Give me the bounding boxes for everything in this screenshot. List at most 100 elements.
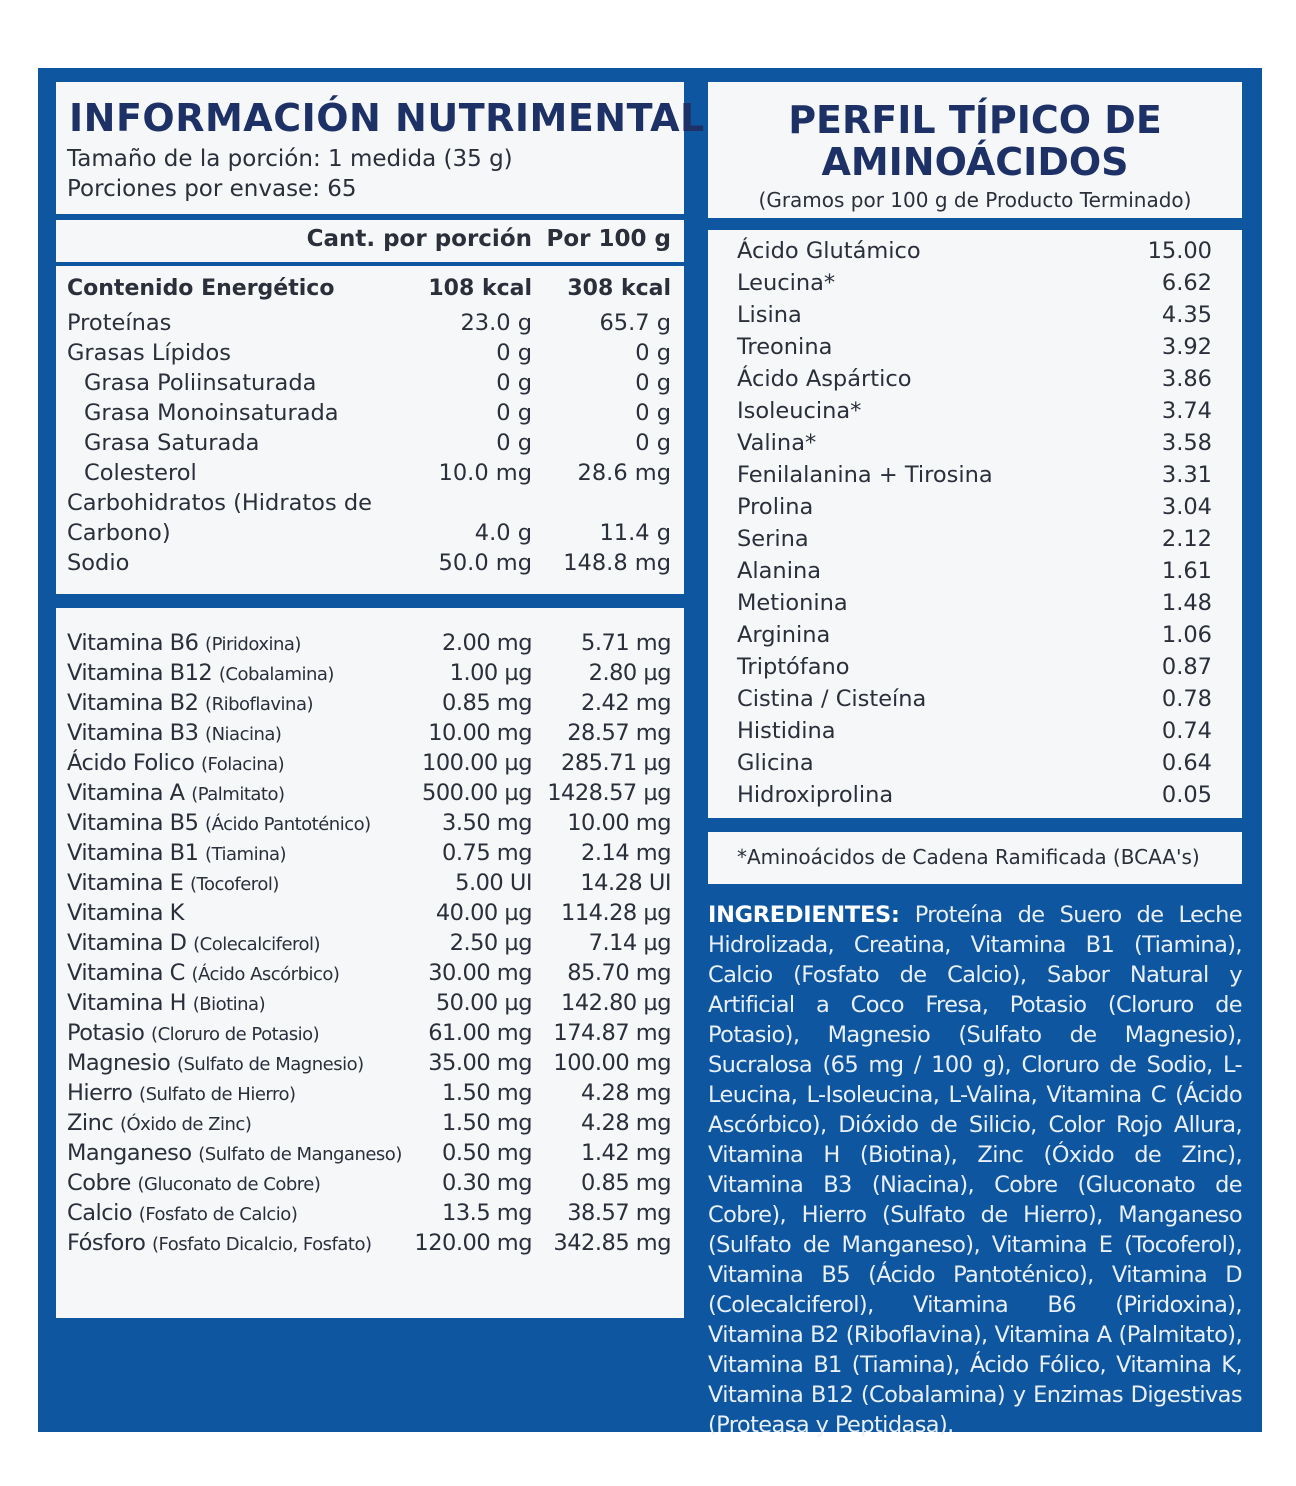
- nutrient-per-serving: 0 g: [496, 430, 532, 456]
- nutrient-row: Carbohidratos (Hidratos de: [56, 490, 684, 520]
- micronutrient-name: Zinc (Óxido de Zinc): [67, 1110, 252, 1136]
- nutrition-header: INFORMACIÓN NUTRIMENTAL Tamaño de la por…: [56, 82, 704, 214]
- micronutrient-per-100g: 342.85 mg: [553, 1230, 671, 1256]
- amino-value: 6.62: [1161, 270, 1212, 296]
- micronutrient-per-100g: 5.71 mg: [581, 630, 671, 656]
- micronutrient-name: Hierro (Sulfato de Hierro): [67, 1080, 296, 1106]
- micronutrient-label: Magnesio: [67, 1050, 171, 1076]
- micronutrient-per-serving: 0.50 mg: [442, 1140, 532, 1166]
- micronutrient-row: Magnesio (Sulfato de Magnesio) 35.00 mg 10…: [56, 1050, 684, 1080]
- amino-name: Leucina*: [737, 270, 836, 296]
- nutrient-name: Proteínas: [67, 310, 172, 336]
- nutrient-name: Grasa Saturada: [84, 430, 260, 456]
- micronutrient-label: Vitamina E: [67, 870, 184, 896]
- micronutrient-name: Vitamina E (Tocoferol): [67, 870, 279, 896]
- amino-row: Serina 2.12: [708, 526, 1242, 556]
- micronutrient-source: (Tiamina): [205, 844, 287, 865]
- amino-value: 0.87: [1161, 654, 1212, 680]
- micronutrient-source: (Óxido de Zinc): [119, 1114, 252, 1135]
- amino-name: Prolina: [737, 494, 814, 520]
- amino-name: Triptófano: [737, 654, 850, 680]
- nutrition-title: INFORMACIÓN NUTRIMENTAL: [69, 96, 705, 140]
- micronutrient-per-serving: 3.50 mg: [442, 810, 532, 836]
- amino-value: 3.04: [1161, 494, 1212, 520]
- micronutrient-label: Calcio: [67, 1200, 133, 1226]
- micronutrient-row: Vitamina E (Tocoferol) 5.00 UI 14.28 UI: [56, 870, 684, 900]
- micronutrient-source: (Biotina): [192, 994, 266, 1015]
- col-per-serving: Cant. por porción: [306, 226, 532, 252]
- nutrient-row: Grasa Monoinsaturada 0 g 0 g: [56, 400, 684, 430]
- micronutrient-per-100g: 4.28 mg: [581, 1110, 671, 1136]
- micronutrient-name: Vitamina B2 (Riboflavina): [67, 690, 313, 716]
- amino-name: Serina: [737, 526, 809, 552]
- micronutrient-name: Vitamina B1 (Tiamina): [67, 840, 287, 866]
- micronutrient-label: Fósforo: [67, 1230, 146, 1256]
- micronutrient-per-100g: 10.00 mg: [567, 810, 671, 836]
- micronutrient-source: (Piridoxina): [205, 634, 301, 655]
- micronutrient-source: (Sulfato de Manganeso): [198, 1144, 402, 1165]
- amino-row: Cistina / Cisteína 0.78: [708, 686, 1242, 716]
- amino-name: Glicina: [737, 750, 814, 776]
- amino-list-panel: Ácido Glutámico 15.00 Leucina* 6.62 Lisina 4.…: [708, 230, 1242, 818]
- micronutrient-source: (Palmitato): [191, 784, 285, 805]
- amino-value: 0.05: [1161, 782, 1212, 808]
- amino-name: Metionina: [737, 590, 848, 616]
- amino-row: Glicina 0.64: [708, 750, 1242, 780]
- amino-row: Ácido Glutámico 15.00: [708, 238, 1242, 268]
- micronutrient-source: (Riboflavina): [205, 694, 313, 715]
- micronutrient-per-serving: 1.50 mg: [442, 1080, 532, 1106]
- micronutrient-per-100g: 0.85 mg: [581, 1170, 671, 1196]
- amino-row: Lisina 4.35: [708, 302, 1242, 332]
- micronutrient-per-serving: 2.00 mg: [442, 630, 532, 656]
- micronutrient-label: Ácido Folico: [67, 750, 195, 776]
- nutrition-macros-panel: Contenido Energético 108 kcal 308 kcal Prot…: [56, 266, 684, 594]
- nutrient-per-100g: 11.4 g: [599, 520, 671, 546]
- micronutrient-per-serving: 40.00 µg: [435, 900, 533, 926]
- nutrient-row: Sodio 50.0 mg 148.8 mg: [56, 550, 684, 580]
- micronutrient-name: Vitamina D (Colecalciferol): [67, 930, 321, 956]
- micronutrient-name: Vitamina K: [67, 900, 184, 926]
- nutrient-per-100g: 0 g: [635, 430, 671, 456]
- micronutrient-label: Potasio: [67, 1020, 145, 1046]
- micronutrient-label: Vitamina B12: [67, 660, 213, 686]
- micronutrient-per-serving: 0.75 mg: [442, 840, 532, 866]
- nutrient-row: Grasas Lípidos 0 g 0 g: [56, 340, 684, 370]
- servings-per-container: Porciones por envase: 65: [67, 176, 357, 202]
- micronutrient-source: (Fosfato Dicalcio, Fosfato): [152, 1234, 372, 1255]
- micronutrient-per-serving: 1.50 mg: [442, 1110, 532, 1136]
- amino-name: Valina*: [737, 430, 817, 456]
- micronutrient-per-100g: 28.57 mg: [567, 720, 671, 746]
- micronutrient-name: Calcio (Fosfato de Calcio): [67, 1200, 298, 1226]
- micronutrient-source: (Folacina): [201, 754, 285, 775]
- micronutrient-name: Magnesio (Sulfato de Magnesio): [67, 1050, 364, 1076]
- micronutrient-row: Hierro (Sulfato de Hierro) 1.50 mg 4.28 mg: [56, 1080, 684, 1110]
- micronutrient-per-100g: 14.28 UI: [580, 870, 671, 896]
- amino-name: Histidina: [737, 718, 836, 744]
- micronutrient-label: Vitamina B1: [67, 840, 199, 866]
- micronutrient-label: Vitamina B3: [67, 720, 199, 746]
- amino-row: Treonina 3.92: [708, 334, 1242, 364]
- amino-value: 3.58: [1161, 430, 1212, 456]
- micronutrient-name: Vitamina A (Palmitato): [67, 780, 285, 806]
- nutrient-row: Proteínas 23.0 g 65.7 g: [56, 310, 684, 340]
- nutrient-per-serving: 10.0 mg: [438, 460, 532, 486]
- micronutrient-per-serving: 0.30 mg: [442, 1170, 532, 1196]
- micronutrient-name: Vitamina H (Biotina): [67, 990, 266, 1016]
- amino-row: Ácido Aspártico 3.86: [708, 366, 1242, 396]
- amino-value: 15.00: [1147, 238, 1212, 264]
- micronutrient-per-serving: 13.5 mg: [442, 1200, 532, 1226]
- micronutrient-label: Vitamina H: [67, 990, 187, 1016]
- micronutrient-per-100g: 1.42 mg: [581, 1140, 671, 1166]
- nutrient-row: Contenido Energético 108 kcal 308 kcal: [56, 276, 684, 306]
- nutrient-per-100g: 0 g: [635, 370, 671, 396]
- micronutrient-source: (Gluconato de Cobre): [137, 1174, 321, 1195]
- amino-value: 1.48: [1161, 590, 1212, 616]
- nutrition-vitamins-panel: Vitamina B6 (Piridoxina) 2.00 mg 5.71 mg Vi…: [56, 608, 684, 1318]
- micronutrient-name: Ácido Folico (Folacina): [67, 750, 285, 776]
- amino-value: 0.74: [1161, 718, 1212, 744]
- nutrient-name: Grasa Monoinsaturada: [84, 400, 339, 426]
- nutrient-row: Carbono) 4.0 g 11.4 g: [56, 520, 684, 550]
- micronutrient-per-100g: 4.28 mg: [581, 1080, 671, 1106]
- micronutrient-source: (Colecalciferol): [193, 934, 321, 955]
- nutrient-name: Grasas Lípidos: [67, 340, 231, 366]
